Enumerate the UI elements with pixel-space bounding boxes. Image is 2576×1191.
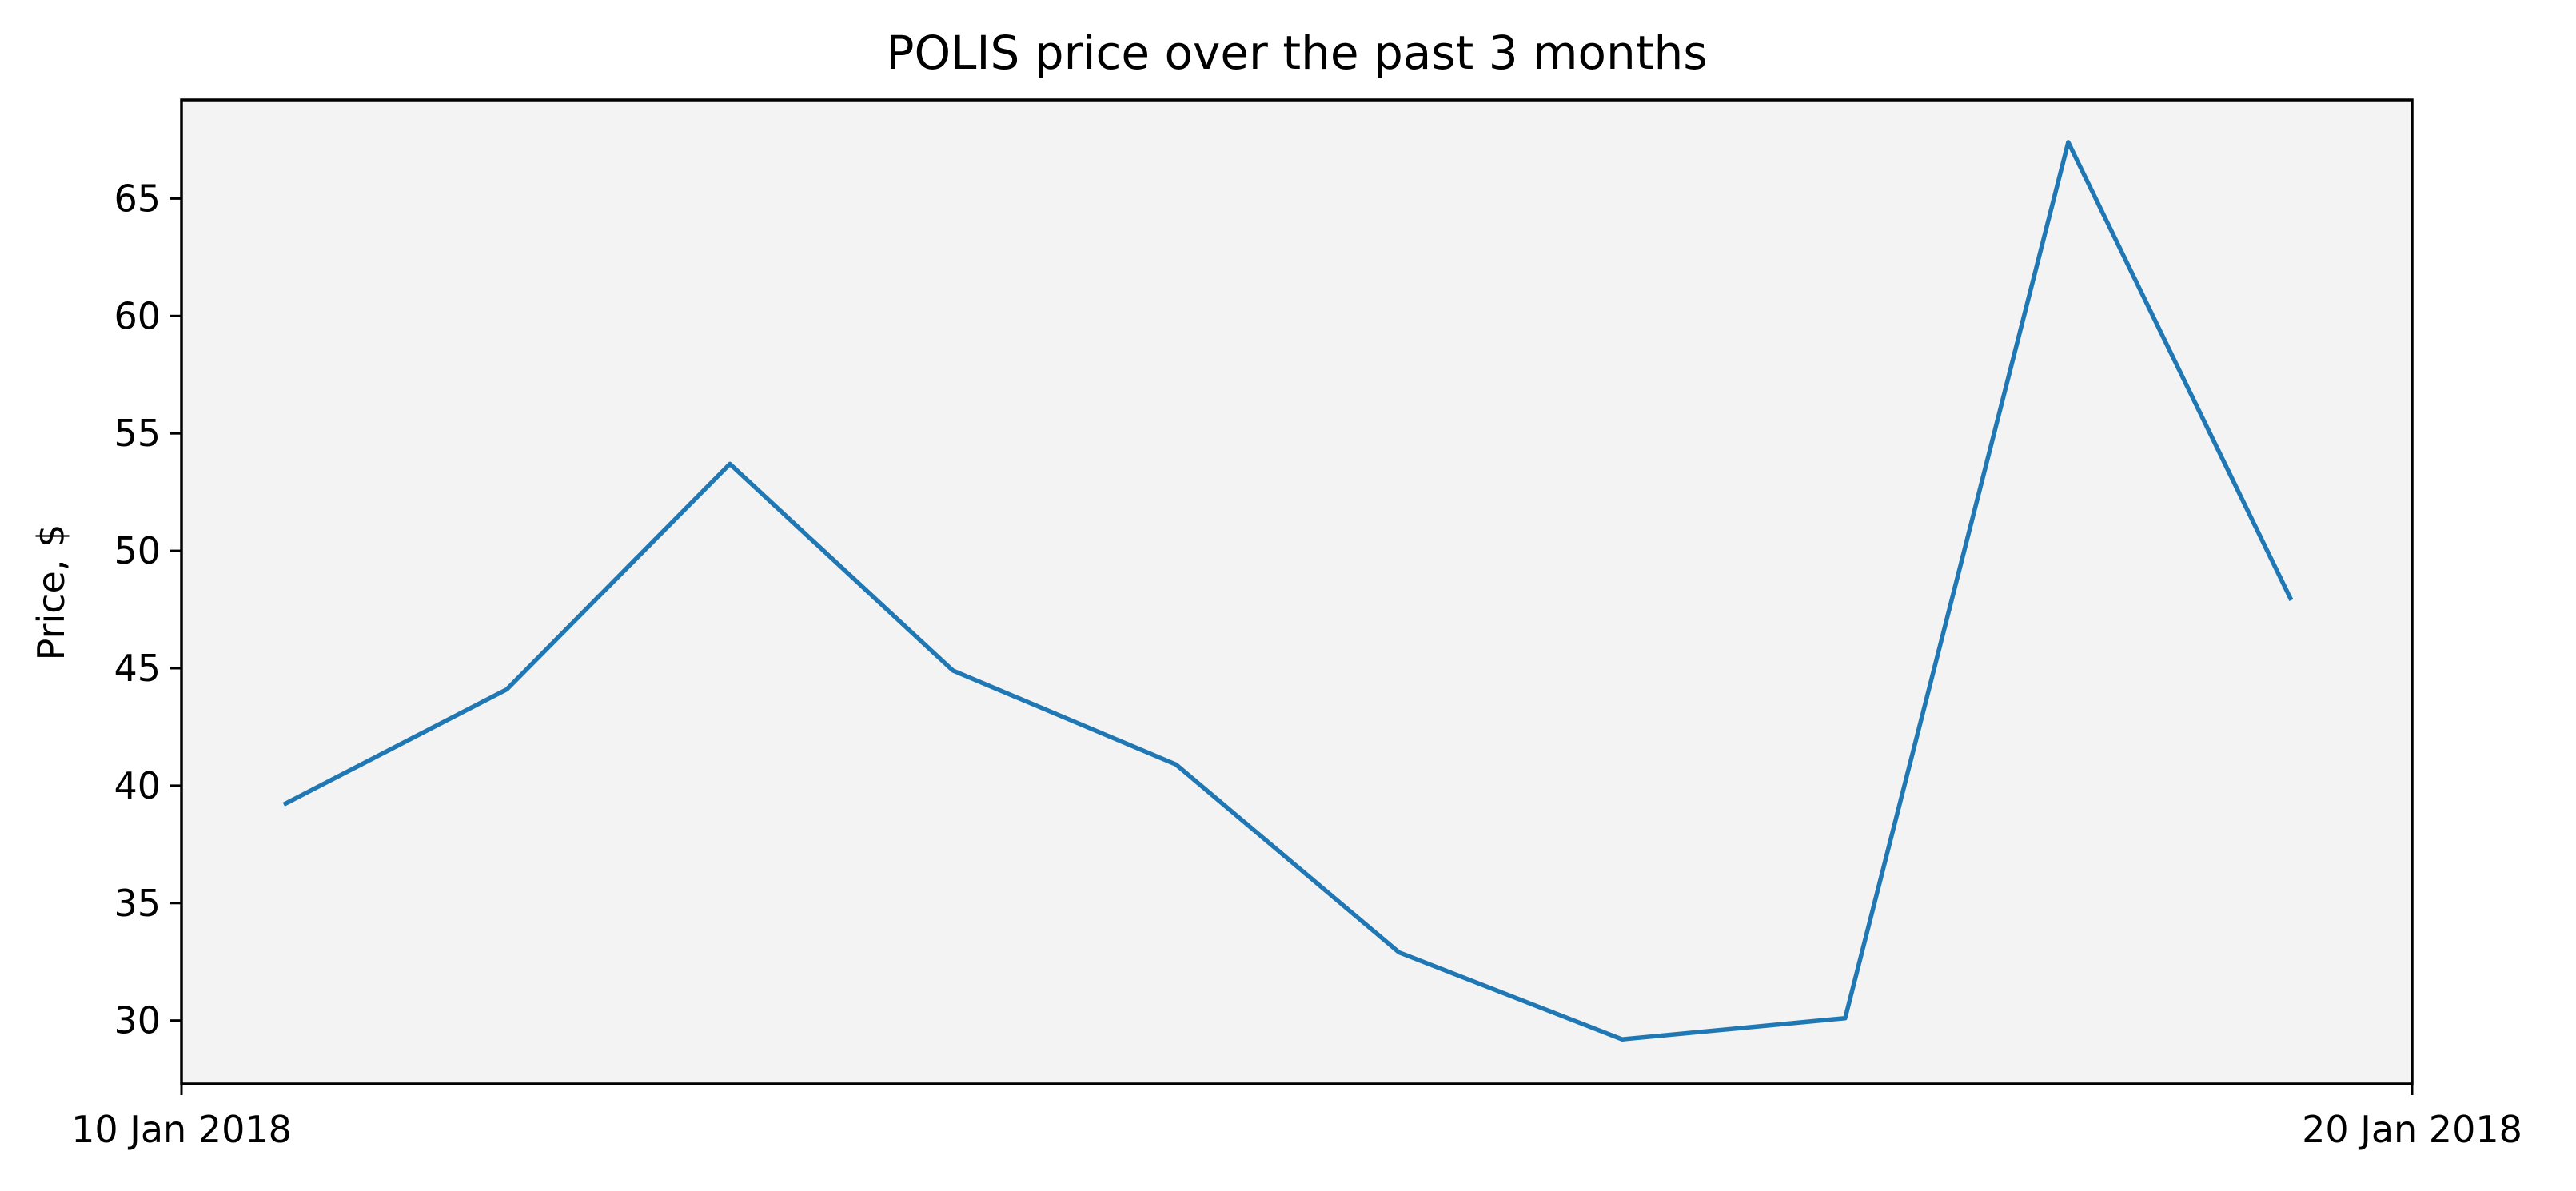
y-tick-label: 35 bbox=[114, 882, 161, 925]
chart-title: POLIS price over the past 3 months bbox=[886, 26, 1707, 80]
y-tick-label: 30 bbox=[114, 999, 161, 1042]
x-tick-label: 10 Jan 2018 bbox=[71, 1108, 292, 1151]
y-tick-label: 40 bbox=[114, 764, 161, 807]
y-tick-label: 65 bbox=[114, 177, 161, 220]
y-tick-label: 55 bbox=[114, 412, 161, 455]
y-tick-label: 60 bbox=[114, 294, 161, 337]
chart-marks bbox=[282, 140, 2294, 1042]
y-tick-label: 50 bbox=[114, 529, 161, 572]
plot-frame bbox=[180, 98, 2414, 1085]
plot-area bbox=[181, 100, 2412, 1084]
series-line-0 bbox=[282, 140, 2294, 1042]
y-axis-label: Price, $ bbox=[30, 524, 73, 661]
y-tick-label: 45 bbox=[114, 647, 161, 690]
x-tick-label: 20 Jan 2018 bbox=[2302, 1108, 2522, 1151]
